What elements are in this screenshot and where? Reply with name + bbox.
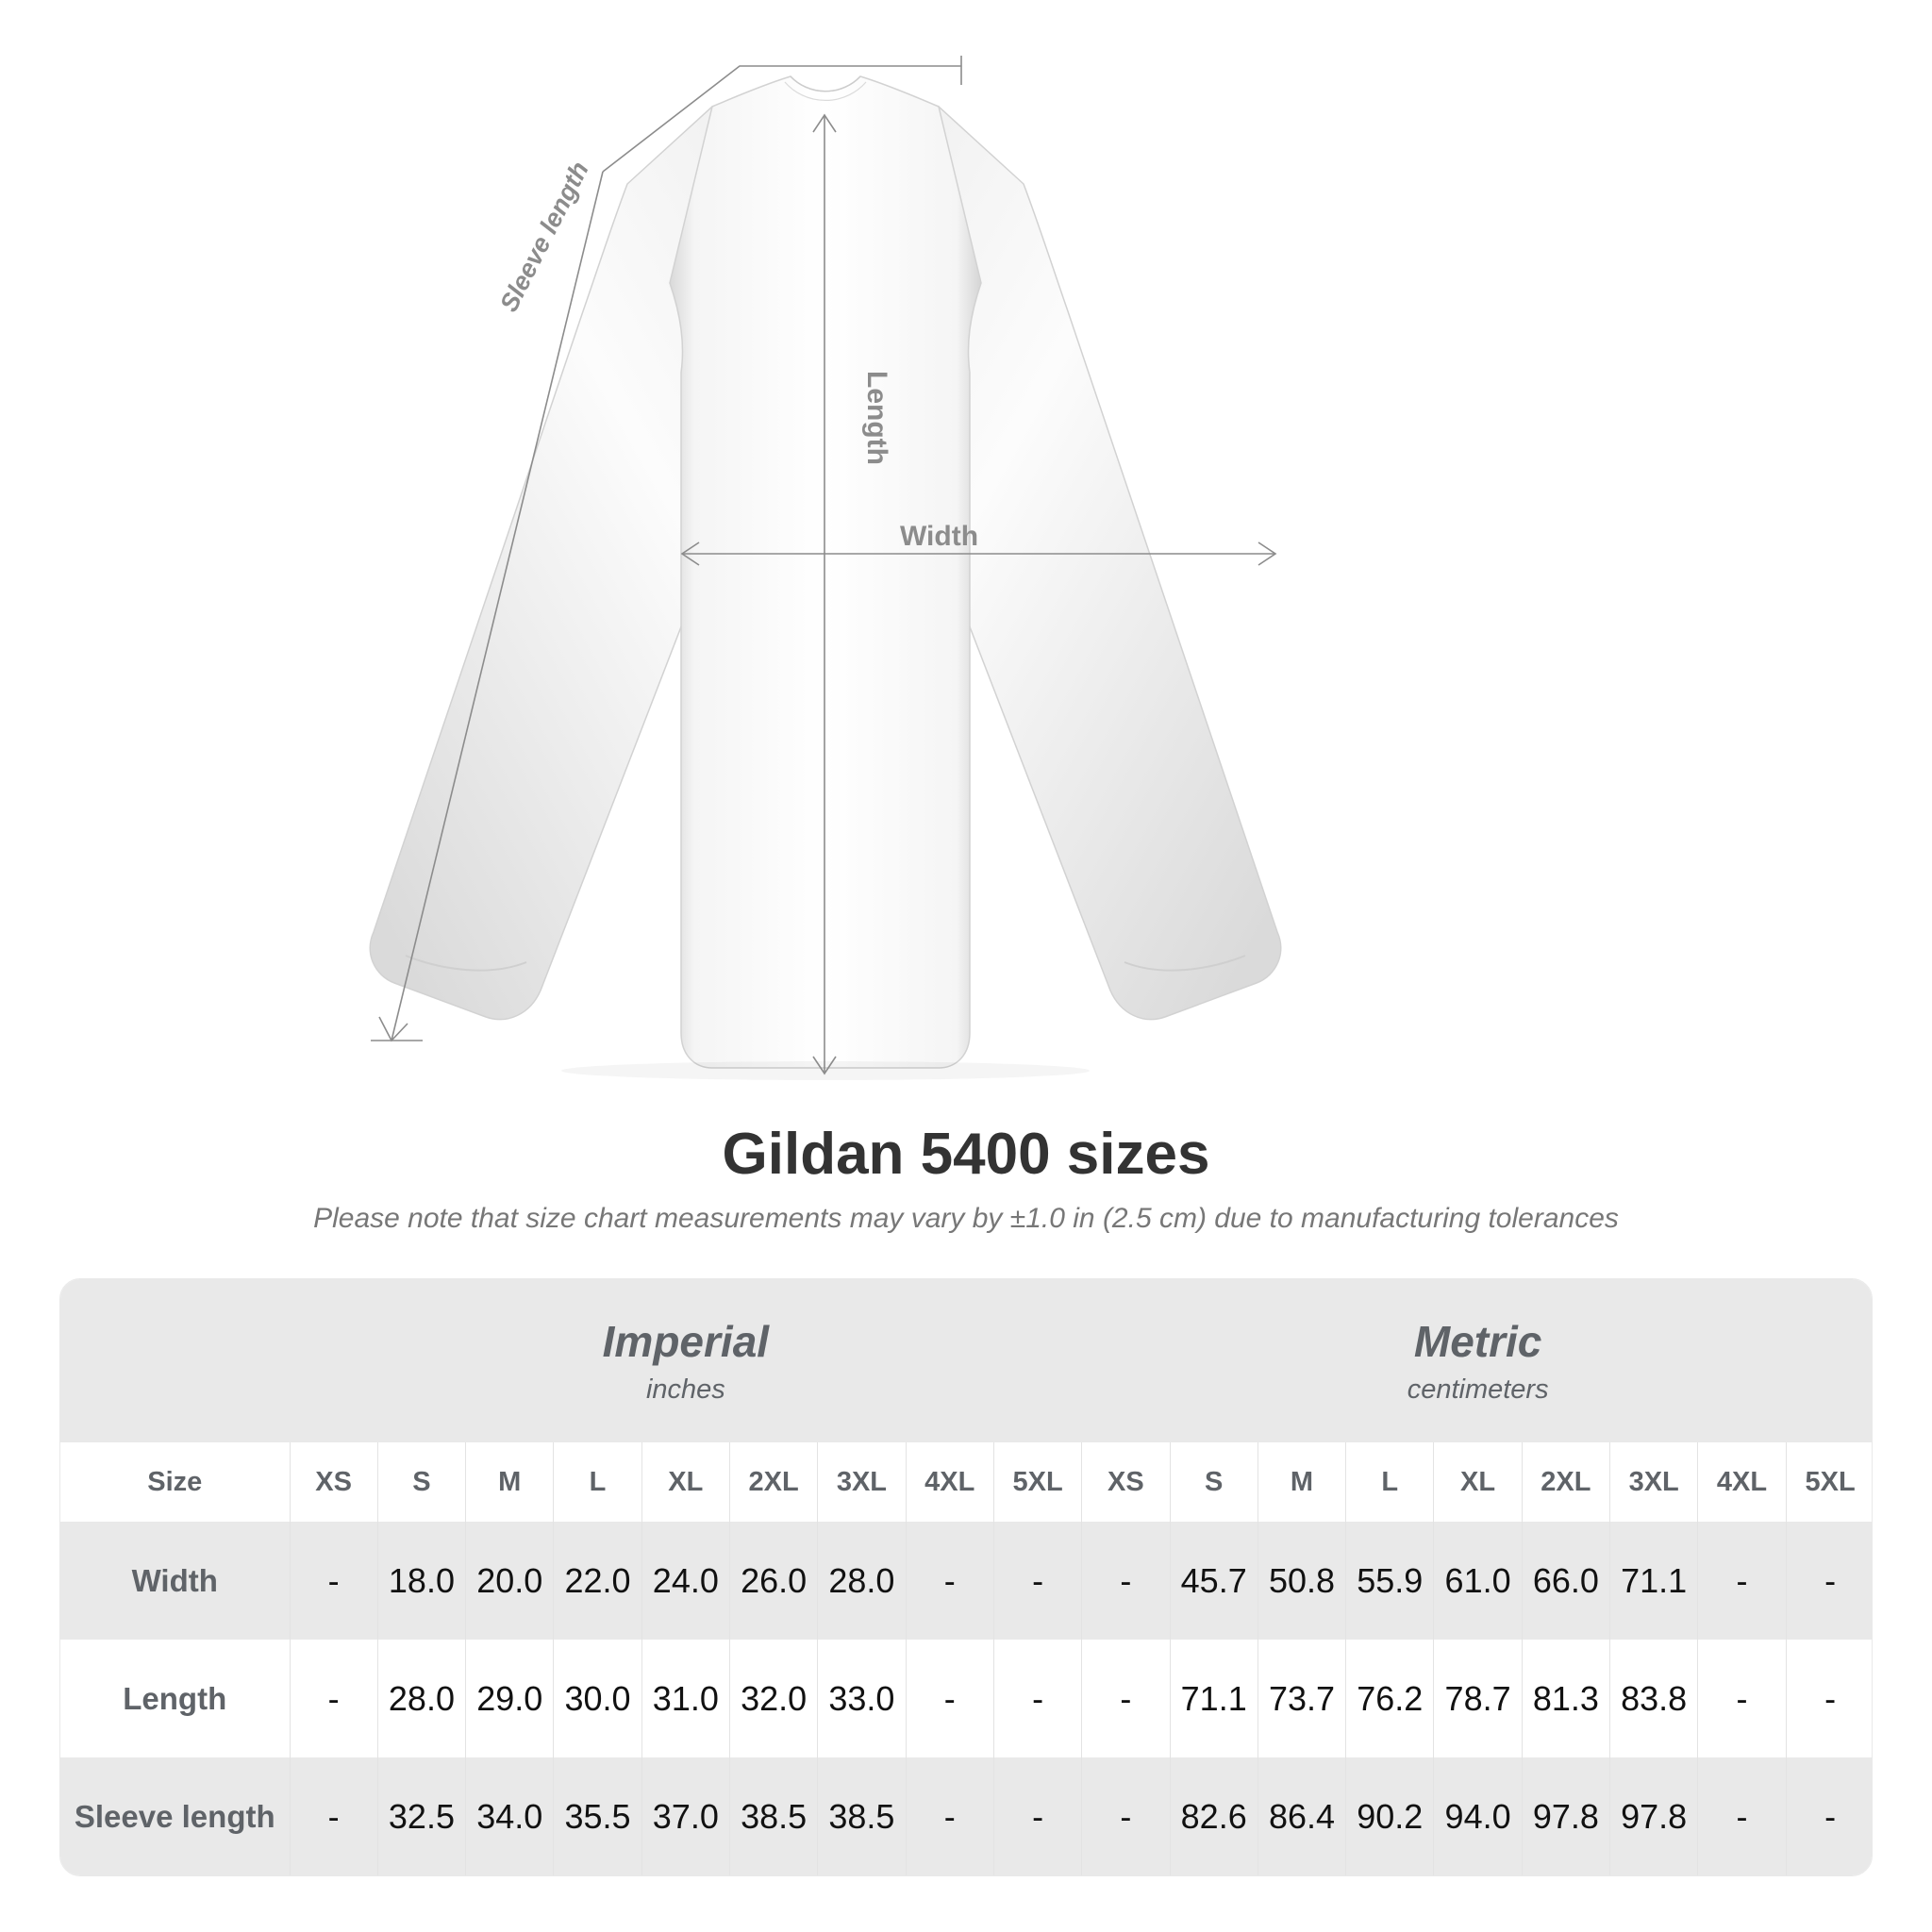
- svg-text:Sleeve length: Sleeve length: [494, 158, 594, 317]
- svg-text:Width: Width: [900, 521, 978, 552]
- svg-text:Length: Length: [861, 371, 892, 465]
